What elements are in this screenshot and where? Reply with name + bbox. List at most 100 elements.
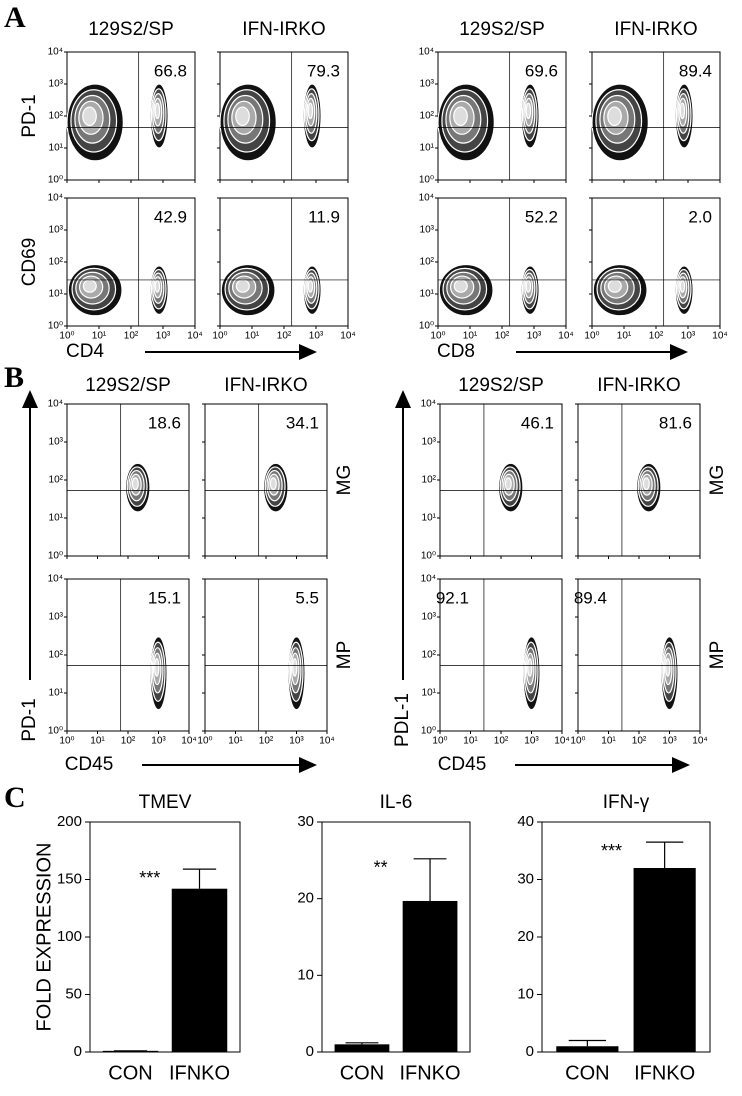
y-tick-label: 10³ <box>420 225 435 236</box>
x-tick-label: 10² <box>632 736 647 747</box>
y-tick-label: 10³ <box>422 437 437 448</box>
y-tick-label: 10¹ <box>49 688 64 699</box>
density-contour <box>269 477 277 491</box>
y-tick-label: 150 <box>57 870 82 887</box>
y-tick-label: 0 <box>74 1043 82 1060</box>
quadrant-percent: 42.9 <box>154 207 187 226</box>
plot-frame <box>321 821 471 1053</box>
row-label: MP <box>707 641 728 670</box>
x-tick-label: 10³ <box>309 331 324 342</box>
x-tick-label: 10² <box>649 331 664 342</box>
x-tick-label: 10³ <box>289 736 304 747</box>
y-tick-label: 10³ <box>422 612 437 623</box>
column-header: 129S2/SP <box>88 19 174 40</box>
x-tick-label: 10³ <box>151 736 166 747</box>
x-axis-label: CD8 <box>437 341 475 362</box>
y-tick-label: 10¹ <box>422 513 437 524</box>
chart-title: TMEV <box>139 792 192 813</box>
y-tick-label: 10¹ <box>422 688 437 699</box>
x-tick-label: 10² <box>121 736 136 747</box>
y-tick-label: 10¹ <box>420 289 435 300</box>
y-tick-label: 10³ <box>49 437 64 448</box>
y-tick-label: 10⁴ <box>48 47 63 58</box>
bar <box>334 1044 390 1052</box>
y-tick-label: 10² <box>420 257 435 268</box>
density-contour <box>131 477 139 491</box>
quadrant-percent: 81.6 <box>659 413 692 432</box>
y-tick-label: 0 <box>306 1043 314 1060</box>
error-bar <box>182 868 217 889</box>
x-tick-label: 10⁰ <box>584 331 599 342</box>
y-tick-label: 10 <box>297 966 314 983</box>
y-tick-label: 10⁴ <box>48 574 63 585</box>
x-tick-label: 10⁰ <box>59 736 74 747</box>
y-tick-label: 10² <box>49 650 64 661</box>
x-tick-label: CON <box>340 1062 384 1084</box>
x-tick-label: 10⁰ <box>432 736 447 747</box>
y-tick-label: 10¹ <box>420 143 435 154</box>
x-axis-label: CD45 <box>438 754 487 775</box>
quadrant-percent: 66.8 <box>154 61 187 80</box>
y-tick-label: 10² <box>49 257 64 268</box>
bar <box>402 900 458 1052</box>
quadrant-percent: 79.3 <box>307 61 340 80</box>
density-contour <box>82 106 97 127</box>
y-tick-label: 10⁴ <box>48 399 63 410</box>
x-tick-label: 10¹ <box>245 331 260 342</box>
y-tick-label: 10⁴ <box>421 574 436 585</box>
x-tick-label: 10⁴ <box>712 331 727 342</box>
y-tick-label: 10⁰ <box>419 175 434 186</box>
quadrant-percent: 89.4 <box>679 61 712 80</box>
quadrant-percent: 18.6 <box>148 413 181 432</box>
density-contour <box>525 279 532 293</box>
density-contour <box>235 279 250 293</box>
x-tick-label: 10² <box>494 736 509 747</box>
error-bar <box>645 841 684 868</box>
x-tick-label: 10⁴ <box>187 331 202 342</box>
y-tick-label: 10³ <box>49 612 64 623</box>
quadrant-percent: 52.2 <box>525 207 558 226</box>
error-bar <box>345 1042 379 1045</box>
y-tick-label: 10² <box>422 650 437 661</box>
y-tick-label: 10² <box>49 475 64 486</box>
x-tick-label: 10⁰ <box>59 331 74 342</box>
significance: ** <box>374 858 388 878</box>
significance: *** <box>139 868 160 888</box>
density-contour <box>307 102 314 120</box>
density-contour <box>642 477 650 491</box>
quadrant-percent: 46.1 <box>521 413 554 432</box>
x-tick-label: 10³ <box>681 331 696 342</box>
y-tick-label: 10² <box>49 111 64 122</box>
y-tick-label: 10⁴ <box>421 399 436 410</box>
y-tick-label: 10⁰ <box>421 551 436 562</box>
y-tick-label: 10¹ <box>49 289 64 300</box>
error-bar <box>568 1039 607 1047</box>
y-axis-label: FOLD EXPRESSION <box>33 843 55 1032</box>
x-tick-label: 10² <box>277 331 292 342</box>
y-tick-label: 10⁰ <box>421 726 436 737</box>
x-tick-label: 10⁰ <box>430 331 445 342</box>
x-tick-label: 10¹ <box>617 331 632 342</box>
x-tick-label: 10¹ <box>228 736 243 747</box>
density-contour <box>504 477 512 491</box>
x-tick-label: 10¹ <box>463 331 478 342</box>
y-axis-label: PD-1 <box>19 698 40 741</box>
y-tick-label: 10⁰ <box>48 321 63 332</box>
y-axis-label: CD69 <box>19 238 40 287</box>
chart-title: IL-6 <box>380 792 413 813</box>
row-label: MG <box>707 465 728 496</box>
y-tick-label: 10⁰ <box>48 726 63 737</box>
significance: *** <box>601 841 622 861</box>
x-tick-label: 10³ <box>524 736 539 747</box>
x-tick-label: 10⁰ <box>197 736 212 747</box>
density-contour <box>154 102 161 120</box>
density-contour <box>307 279 314 293</box>
column-header: IFN-IRKO <box>224 375 307 396</box>
x-tick-label: IFNKO <box>634 1062 695 1084</box>
y-tick-label: 10³ <box>49 79 64 90</box>
density-contour <box>607 106 622 127</box>
y-tick-label: 0 <box>526 1043 534 1060</box>
bar <box>633 868 696 1052</box>
x-tick-label: 10³ <box>527 331 542 342</box>
density-contour <box>154 279 161 293</box>
